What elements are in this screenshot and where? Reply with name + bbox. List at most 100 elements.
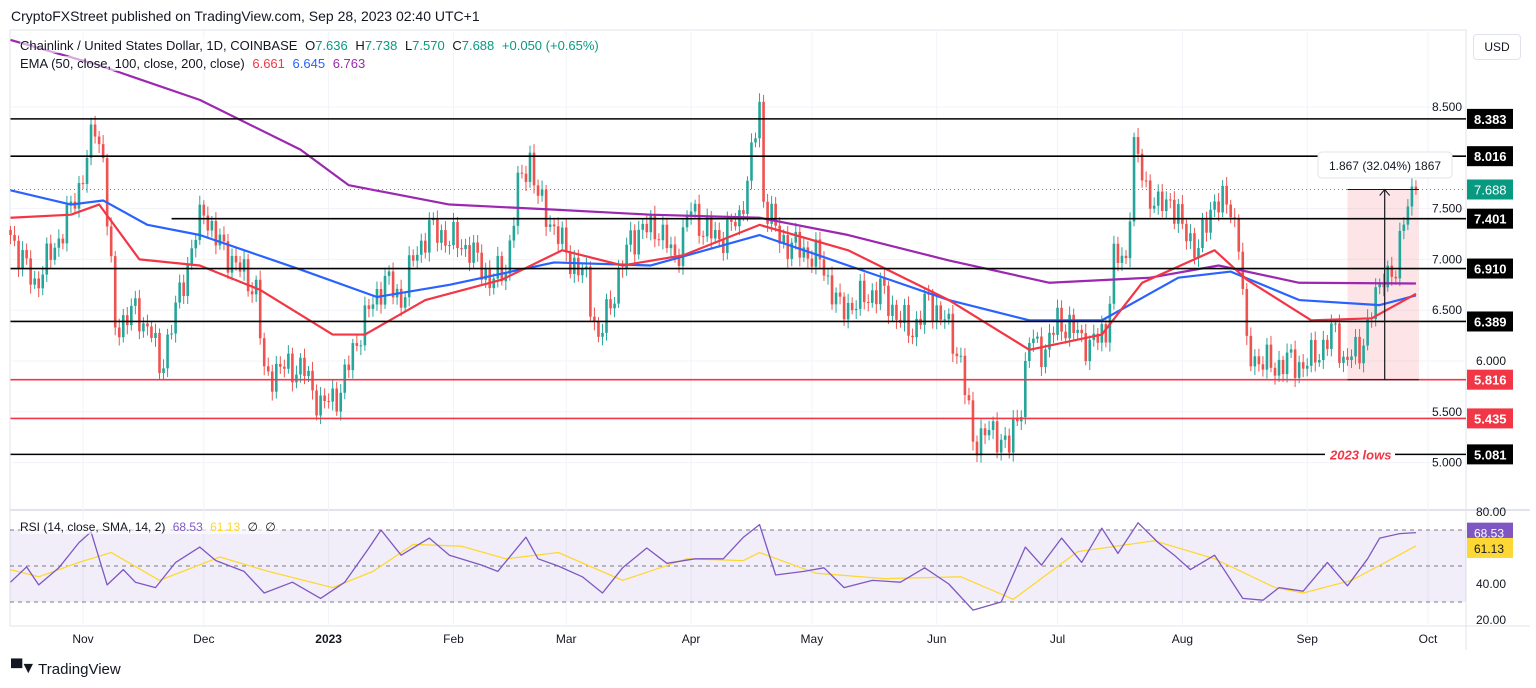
candle-body (1036, 336, 1039, 339)
candle-body (1378, 282, 1381, 288)
currency-button[interactable]: USD (1473, 34, 1521, 60)
candle-body (1144, 180, 1148, 182)
candle-body (1354, 336, 1357, 357)
candle-body (480, 252, 483, 280)
candle-body (879, 278, 882, 305)
candle-body (645, 223, 649, 233)
candle-body (1076, 329, 1079, 333)
candle-body (130, 305, 133, 326)
candle-body (299, 357, 302, 375)
candle-body (532, 152, 536, 186)
candle-body (1229, 204, 1232, 218)
candle-body (959, 355, 963, 357)
candle-body (1052, 332, 1055, 335)
candle-body (222, 234, 226, 242)
ema-legend[interactable]: EMA (50, close, 100, close, 200, close) … (20, 56, 370, 71)
candle-body (754, 138, 757, 143)
rsi-value: 68.53 (172, 520, 203, 534)
candle-body (13, 235, 16, 241)
candle-body (625, 244, 628, 269)
ema200-value: 6.763 (332, 56, 366, 71)
candle-body (883, 278, 886, 286)
candle-body (1080, 329, 1083, 334)
rsi-sma-value-box (1467, 537, 1513, 558)
candle-body (1160, 191, 1164, 212)
candle-body (577, 257, 580, 276)
measure-label-box (1317, 151, 1453, 179)
candle-body (383, 275, 387, 305)
candle-body (387, 271, 391, 276)
y-tick-label: 7.000 (1432, 252, 1462, 266)
candle-body (581, 269, 584, 276)
candle-body (947, 313, 951, 320)
candle-body (359, 345, 363, 347)
candle-body (556, 226, 560, 244)
candle-body (975, 441, 979, 456)
last-price-box (1467, 179, 1513, 200)
rsi-value-box (1467, 522, 1513, 543)
rsi-tick-label: 40.00 (1476, 577, 1506, 591)
candle-body (915, 318, 918, 338)
candle-body (605, 299, 608, 333)
candle-body (617, 267, 620, 304)
x-tick-label: Apr (682, 632, 701, 646)
candle-body (49, 243, 53, 260)
candle-body (186, 263, 190, 296)
candle-body (1152, 205, 1156, 209)
candle-body (1185, 223, 1188, 242)
candle-body (29, 258, 32, 285)
candle-body (802, 247, 806, 258)
candle-body (1382, 282, 1386, 288)
rsi-legend[interactable]: RSI (14, close, SMA, 14, 2) 68.53 61.13 … (20, 520, 280, 534)
candle-body (1297, 362, 1301, 378)
low-value: 7.570 (412, 38, 445, 53)
candle-body (97, 136, 101, 145)
candle-body (1112, 243, 1116, 304)
candle-body (484, 269, 487, 280)
candle-body (492, 278, 496, 289)
candle-body (1132, 137, 1136, 222)
candle-body (999, 439, 1003, 453)
candle-body (987, 429, 991, 436)
candle-body (343, 364, 347, 393)
footer-brand[interactable]: ▀▼ TradingView (11, 660, 121, 678)
candle-body (61, 238, 65, 244)
candle-body (41, 274, 45, 289)
candle-body (923, 293, 926, 325)
candle-body (1173, 199, 1176, 224)
candle-body (697, 203, 701, 236)
candle-body (1068, 314, 1071, 339)
candle-body (234, 255, 238, 263)
candle-body (77, 183, 81, 209)
candle-body (142, 323, 145, 332)
candle-body (468, 245, 471, 263)
candle-body (1032, 338, 1035, 344)
x-tick-label: Jul (1050, 632, 1065, 646)
candle-body (1181, 204, 1184, 224)
candle-body (250, 291, 254, 295)
candle-body (37, 278, 41, 289)
candle-body (464, 245, 467, 250)
candle-body (1326, 339, 1329, 349)
candle-body (967, 395, 971, 401)
symbol-title: Chainlink / United States Dollar, 1D, CO… (20, 38, 298, 53)
candle-body (870, 290, 874, 303)
candle-body (794, 231, 798, 243)
candle-body (971, 400, 975, 442)
candle-body (1044, 349, 1047, 367)
rsi-sma-value-label: 61.13 (1474, 542, 1504, 556)
candle-body (274, 363, 278, 392)
candle-body (436, 219, 439, 243)
candle-body (1072, 314, 1075, 333)
candle-body (363, 305, 367, 346)
candle-body (943, 319, 947, 321)
candle-body (440, 230, 443, 243)
candle-body (806, 247, 810, 259)
candle-body (218, 234, 222, 246)
candle-body (65, 204, 69, 244)
candle-body (1205, 219, 1208, 233)
candle-body (1084, 333, 1088, 362)
candle-body (270, 371, 274, 392)
candle-body (814, 239, 818, 267)
